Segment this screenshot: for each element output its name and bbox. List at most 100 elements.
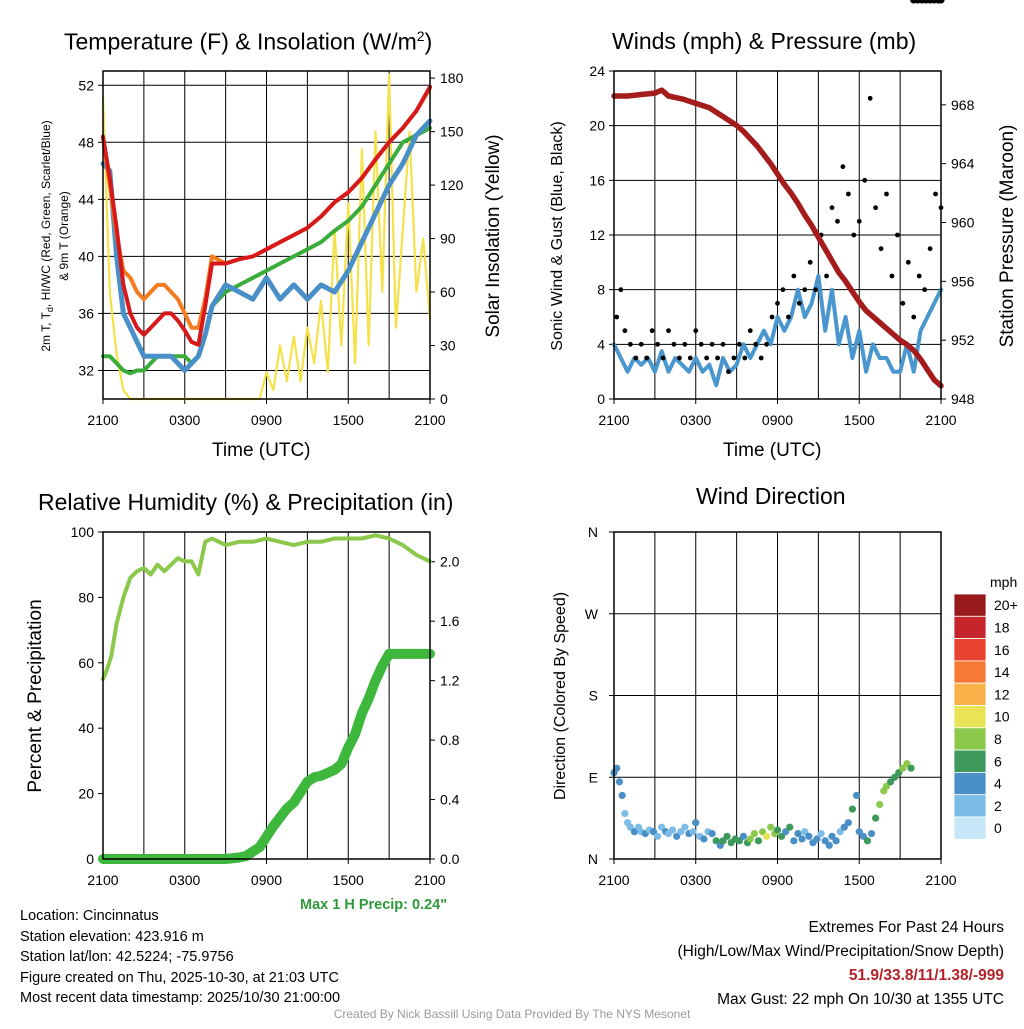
station-latlon: Station lat/lon: 42.5224; -75.9756 (20, 949, 234, 965)
winds-y-tick-label: 24 (589, 63, 605, 79)
winds-gust-point (927, 246, 933, 252)
humidity-y2-tick-label: 2.0 (440, 554, 460, 570)
direction-point (844, 819, 852, 827)
humidity-frame (102, 531, 431, 860)
direction-point (817, 829, 825, 838)
direction-point (668, 826, 677, 834)
temperature-x-tick-label: 0300 (169, 412, 200, 428)
winds-gust-point (911, 314, 917, 320)
direction-legend-swatch (953, 772, 987, 796)
direction-legend-label: 2 (994, 798, 1002, 814)
direction-y-tick-label: N (588, 851, 598, 867)
direction-y-tick-label: E (589, 769, 598, 785)
direction-point (805, 832, 813, 840)
direction-point (739, 832, 748, 840)
temperature-y2-tick-label: 180 (440, 70, 464, 86)
direction-legend-swatch (953, 638, 987, 662)
direction-point (754, 837, 763, 845)
direction-legend-swatch (953, 660, 987, 684)
winds-gust-point (829, 205, 835, 211)
temperature-x-tick-label: 0900 (251, 412, 282, 428)
direction-legend-swatch (953, 682, 987, 706)
winds-gust-point (889, 273, 895, 279)
winds-gust-point (878, 246, 884, 252)
max-gust: Max Gust: 22 mph On 10/30 at 1355 UTC (717, 991, 1004, 1008)
humidity-y-tick-label: 100 (71, 524, 95, 540)
winds-gust-point (638, 341, 644, 347)
humidity-y-tick-label: 20 (78, 786, 94, 802)
winds-x-tick-label: 0900 (762, 412, 793, 428)
direction-legend-label: 20+ (994, 597, 1018, 613)
direction-point (872, 814, 880, 822)
humidity-y2-tick-label: 0.0 (440, 851, 460, 867)
direction-point (773, 826, 782, 834)
temperature-y2-tick-label: 150 (440, 124, 464, 140)
winds-gust-point (769, 314, 775, 320)
direction-legend-label: 18 (994, 619, 1010, 635)
winds-gust-point (622, 328, 628, 334)
humidity-y-tick-label: 80 (78, 589, 94, 605)
winds-gust-point (905, 259, 911, 265)
temperature-y2-tick-label: 30 (440, 338, 456, 354)
winds-gust-point (856, 218, 862, 224)
direction-y-tick-label: W (585, 606, 599, 622)
winds-gust-point (840, 164, 846, 170)
humidity-y2-tick-label: 1.2 (440, 673, 460, 689)
direction-legend-label: 16 (994, 642, 1010, 658)
winds-gust-point (796, 300, 802, 306)
winds-y2-tick-label: 956 (951, 273, 975, 289)
direction-point (700, 835, 708, 843)
winds-y-tick-label: 0 (597, 391, 605, 407)
direction-legend-swatch (953, 749, 987, 773)
direction-legend-swatch (953, 615, 987, 639)
winds-y2-tick-label: 952 (951, 332, 975, 348)
winds-y-tick-label: 4 (597, 336, 605, 352)
temperature-y2-tick-label: 120 (440, 177, 464, 193)
winds-gust-point (758, 355, 764, 361)
winds-gust-point (802, 287, 808, 293)
direction-legend-label: 12 (994, 686, 1010, 702)
winds-x-tick-label: 2100 (925, 412, 956, 428)
winds-gust-point (693, 328, 699, 334)
credit-line: Created By Nick Bassill Using Data Provi… (333, 1007, 691, 1021)
temperature-y-tick-label: 48 (78, 134, 94, 150)
temperature-x-tick-label: 2100 (87, 412, 118, 428)
humidity-y-tick-label: 0 (86, 851, 94, 867)
direction-legend-swatch (953, 705, 987, 729)
direction-point (852, 791, 861, 800)
direction-point (618, 791, 626, 800)
direction-legend-swatch (953, 794, 987, 818)
winds-gust-point (786, 314, 791, 320)
winds-gust-point (682, 341, 688, 347)
winds-gust-point (862, 177, 868, 183)
winds-y-tick-label: 8 (597, 282, 605, 298)
winds-gust-point (900, 300, 906, 306)
winds-y-axis-label: Sonic Wind & Gust (Blue, Black) (549, 121, 566, 351)
temperature-frame (102, 70, 431, 400)
direction-point (689, 828, 697, 836)
direction-point (763, 832, 771, 840)
extremes-subheading: (High/Low/Max Wind/Precipitation/Snow De… (677, 943, 1005, 960)
winds-gust-point (791, 273, 797, 279)
temperature-x-axis-label: Time (UTC) (212, 440, 311, 461)
direction-point (825, 841, 833, 849)
humidity-panel-title: Relative Humidity (%) & Precipitation (i… (38, 489, 454, 515)
winds-gust-point (895, 232, 900, 238)
humidity-y2-tick-label: 0.8 (440, 732, 460, 748)
extremes-heading: Extremes For Past 24 Hours (808, 919, 1004, 936)
winds-gust-point (807, 259, 813, 265)
winds-x-tick-label: 0300 (680, 412, 711, 428)
humidity-y-axis-label: Percent & Precipitation (25, 599, 46, 793)
winds-y-tick-label: 20 (589, 118, 605, 134)
direction-legend-label: 0 (994, 820, 1002, 836)
direction-point (937, 0, 945, 4)
temperature-y-tick-label: 44 (78, 191, 94, 207)
direction-legend-label: 14 (994, 664, 1010, 680)
temperature-series-2m-t (101, 84, 432, 347)
winds-gust-point (649, 328, 655, 334)
winds-gust-point (677, 355, 682, 361)
direction-point (767, 823, 775, 831)
humidity-x-tick-label: 1500 (333, 872, 364, 888)
temperature-panel-title: Temperature (F) & Insolation (W/m2) (64, 28, 433, 55)
direction-legend-label: 6 (994, 753, 1002, 769)
